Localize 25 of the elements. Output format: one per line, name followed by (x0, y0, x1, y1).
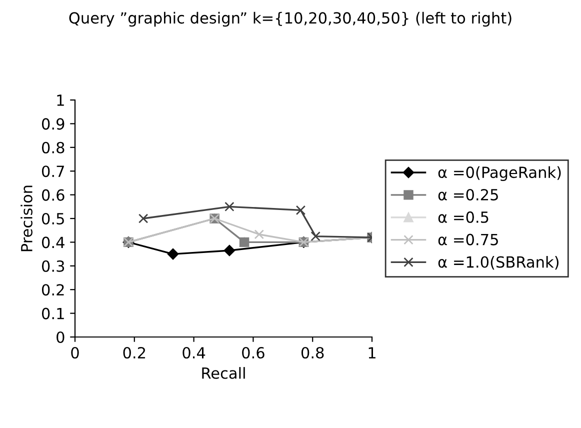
x-axis-title: Recall (202, 367, 245, 379)
y-tick-label: 0.6 (42, 189, 64, 201)
y-axis-title: Precision (20, 186, 32, 252)
y-tick-label: 0.9 (42, 118, 64, 130)
x-tick-label: 0.8 (301, 346, 324, 359)
legend-label: α =0.5 (438, 211, 488, 223)
x-tick-label: 0.4 (182, 346, 206, 359)
chart-title: Query ”graphic design” k={10,20,30,40,50} (left to right) (69, 12, 512, 27)
x-tick-label: 0.6 (242, 346, 264, 359)
legend-label: α =0.75 (438, 234, 498, 246)
y-tick-label: 0 (56, 331, 64, 344)
y-tick-label: 1 (57, 94, 64, 106)
y-tick-label: 0.2 (42, 284, 64, 296)
legend-label: α =0.25 (438, 188, 498, 201)
y-tick-label: 0.4 (42, 236, 64, 248)
x-tick-label: 0 (71, 346, 79, 359)
y-tick-label: 0.1 (42, 308, 64, 320)
x-tick-label: 1 (368, 347, 376, 358)
x-tick-label: 0.2 (123, 346, 146, 359)
y-tick-label: 0.7 (42, 166, 64, 178)
legend-label: α =0(PageRank) (438, 166, 561, 182)
y-tick-label: 0.8 (42, 142, 64, 154)
y-tick-label: 0.3 (42, 260, 64, 272)
y-tick-label: 0.5 (42, 212, 64, 225)
legend-label: α =1.0(SBRank) (438, 256, 558, 270)
